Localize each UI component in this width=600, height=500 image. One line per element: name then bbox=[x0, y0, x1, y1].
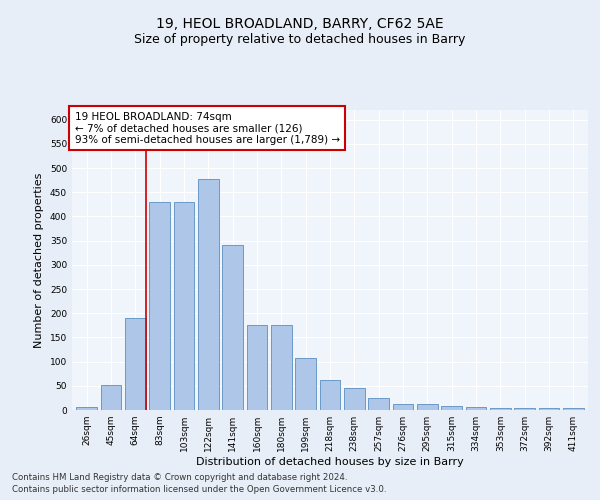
Bar bbox=[149, 202, 170, 410]
Bar bbox=[173, 202, 194, 410]
Text: Contains HM Land Registry data © Crown copyright and database right 2024.: Contains HM Land Registry data © Crown c… bbox=[12, 472, 347, 482]
Text: Contains public sector information licensed under the Open Government Licence v3: Contains public sector information licen… bbox=[12, 485, 386, 494]
Bar bbox=[76, 406, 97, 410]
Bar bbox=[125, 318, 146, 410]
Bar bbox=[320, 380, 340, 410]
Bar bbox=[417, 404, 438, 410]
Bar bbox=[101, 386, 121, 410]
Y-axis label: Number of detached properties: Number of detached properties bbox=[34, 172, 44, 348]
Bar bbox=[222, 246, 243, 410]
Bar bbox=[198, 179, 218, 410]
Bar bbox=[514, 408, 535, 410]
X-axis label: Distribution of detached houses by size in Barry: Distribution of detached houses by size … bbox=[196, 457, 464, 467]
Text: Size of property relative to detached houses in Barry: Size of property relative to detached ho… bbox=[134, 32, 466, 46]
Bar bbox=[344, 388, 365, 410]
Bar bbox=[392, 404, 413, 410]
Text: 19 HEOL BROADLAND: 74sqm
← 7% of detached houses are smaller (126)
93% of semi-d: 19 HEOL BROADLAND: 74sqm ← 7% of detache… bbox=[74, 112, 340, 144]
Bar bbox=[563, 408, 584, 410]
Text: 19, HEOL BROADLAND, BARRY, CF62 5AE: 19, HEOL BROADLAND, BARRY, CF62 5AE bbox=[156, 18, 444, 32]
Bar bbox=[295, 358, 316, 410]
Bar bbox=[247, 326, 268, 410]
Bar bbox=[466, 406, 487, 410]
Bar bbox=[539, 408, 559, 410]
Bar bbox=[271, 326, 292, 410]
Bar bbox=[442, 406, 462, 410]
Bar bbox=[490, 408, 511, 410]
Bar bbox=[368, 398, 389, 410]
